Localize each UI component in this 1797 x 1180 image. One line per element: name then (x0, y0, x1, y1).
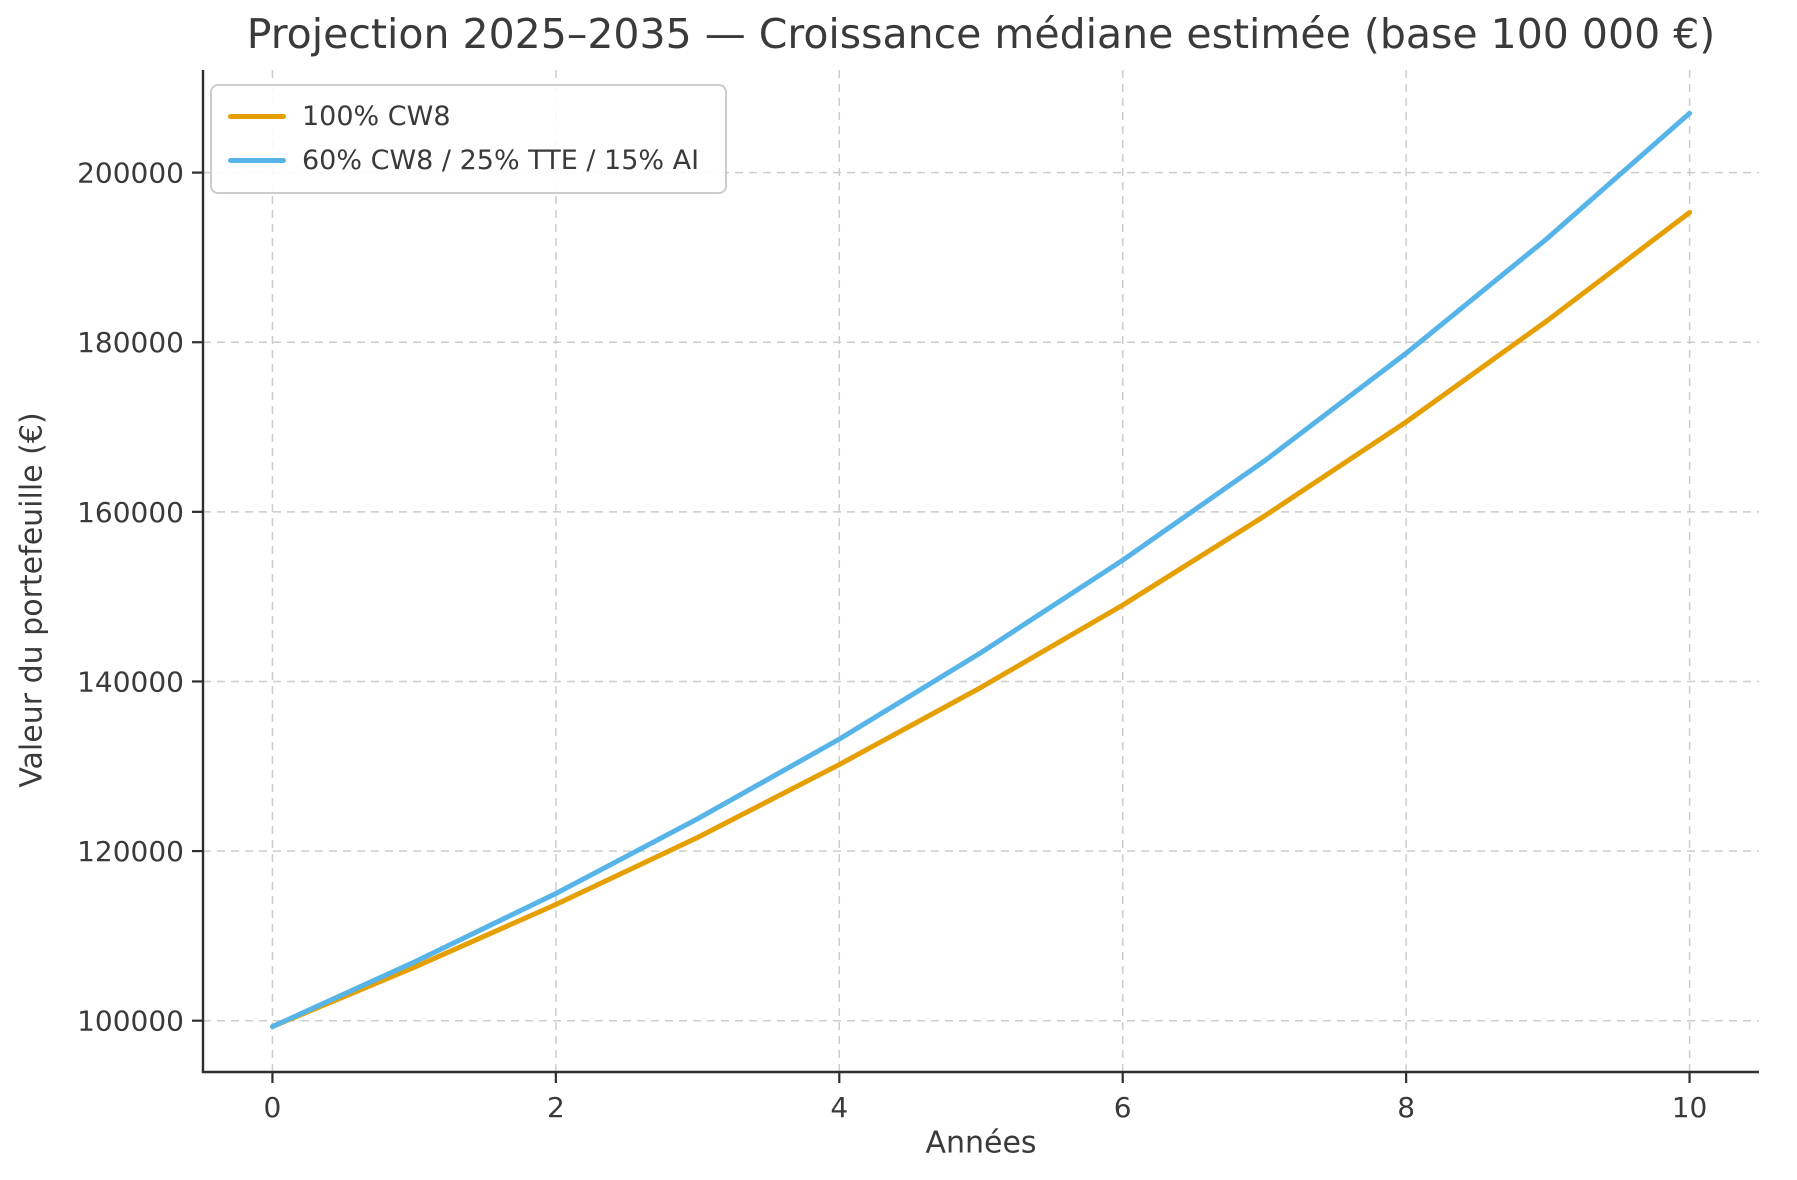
series-line-1 (269, 110, 1693, 1030)
x-tick-label: 4 (830, 1091, 848, 1124)
x-tick-label: 2 (547, 1091, 565, 1124)
y-tick-label: 120000 (77, 835, 184, 868)
y-tick-label: 140000 (77, 665, 184, 698)
x-tick-label: 10 (1672, 1091, 1708, 1124)
chart-title: Projection 2025–2035 — Croissance médian… (246, 10, 1716, 58)
legend-item: 100% CW8 (228, 96, 699, 136)
legend-swatch-series-1 (228, 157, 286, 163)
legend: 100% CW8 60% CW8 / 25% TTE / 15% AI (210, 84, 728, 194)
x-tick-label: 6 (1114, 1091, 1132, 1124)
legend-item: 60% CW8 / 25% TTE / 15% AI (228, 140, 699, 180)
legend-label-series-1: 60% CW8 / 25% TTE / 15% AI (302, 144, 700, 176)
x-tick-label: 0 (264, 1091, 282, 1124)
y-tick-label: 160000 (77, 496, 184, 529)
legend-label-series-0: 100% CW8 (302, 100, 451, 132)
x-axis-label: Années (925, 1125, 1037, 1161)
legend-swatch-series-0 (228, 113, 286, 119)
y-tick-label: 200000 (77, 157, 184, 190)
series-line-0 (269, 209, 1693, 1030)
y-tick-label: 180000 (77, 326, 184, 359)
y-tick-label: 100000 (77, 1005, 184, 1038)
x-tick-label: 8 (1397, 1091, 1415, 1124)
